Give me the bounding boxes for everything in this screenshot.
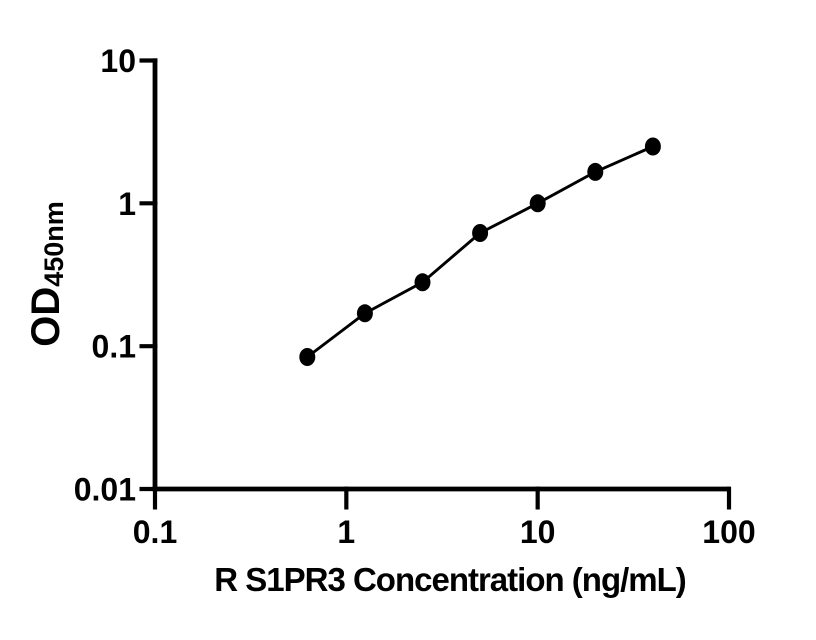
y-tick-label-0.01: 0.01 [74,472,136,508]
data-point-marker-0.625 [299,348,316,366]
x-tick-label-1: 1 [337,514,355,550]
data-point-marker-1.25 [356,304,373,323]
y-axis-label-subscript: 450nm [39,201,69,287]
x-tick-label-0.1: 0.1 [133,514,177,550]
x-tick-label-100: 100 [702,514,755,550]
data-point-marker-2.5 [414,273,431,292]
data-point-marker-10 [529,194,546,213]
data-point-marker-20 [587,162,604,181]
y-tick-label-10: 10 [100,43,136,79]
x-tick-label-10: 10 [520,514,556,550]
data-point-marker-40 [644,137,661,156]
y-axis-label-main: OD [24,286,68,347]
y-axis-label: OD450nm [24,201,69,347]
x-axis-label: R S1PR3 Concentration (ng/mL) [214,561,687,598]
y-tick-label-0.1: 0.1 [92,329,136,365]
data-point-marker-5 [472,224,489,242]
y-tick-label-1: 1 [118,186,136,222]
